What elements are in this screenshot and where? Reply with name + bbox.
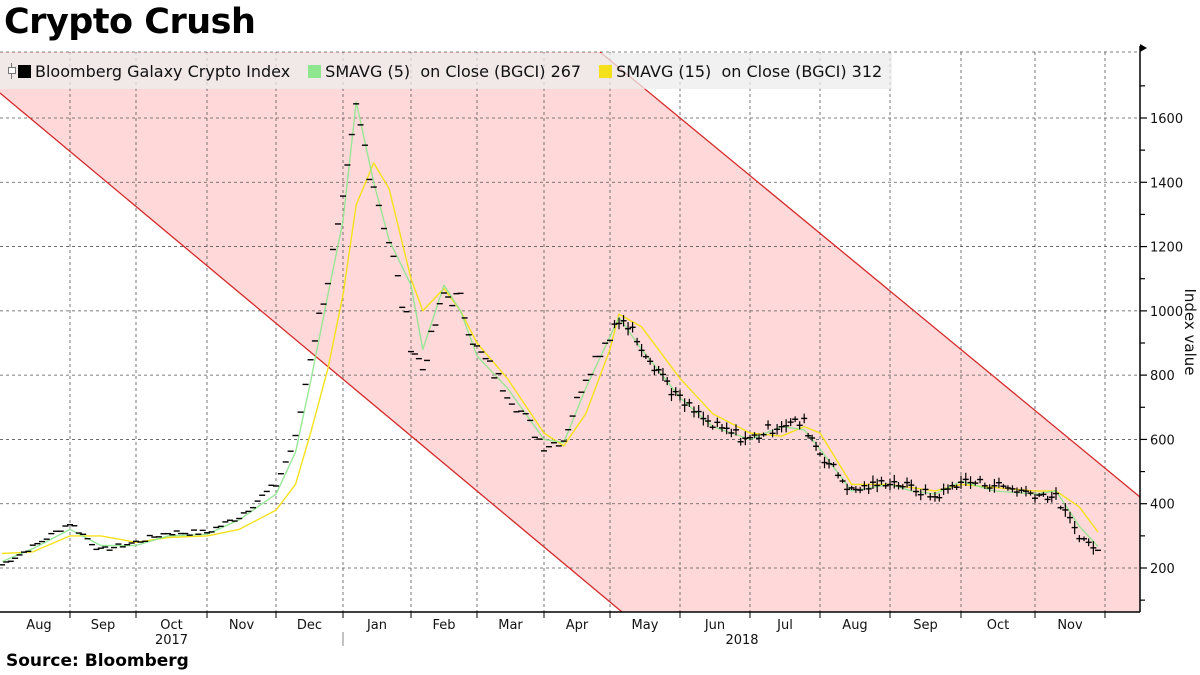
chart-title: Crypto Crush: [4, 2, 256, 42]
x-month-label: Feb: [432, 618, 455, 633]
legend-item-sma15: SMAVG (15) on Close (BGCI) 312: [599, 62, 882, 81]
x-month-label: Jan: [366, 618, 387, 633]
x-month-label: Sep: [913, 618, 938, 633]
y-tick-label: 200: [1150, 562, 1175, 577]
x-month-label: Oct: [987, 618, 1009, 633]
x-year-label: 2017: [155, 633, 188, 648]
legend-label-sma5: SMAVG (5) on Close (BGCI) 267: [325, 61, 582, 81]
x-month-label: Nov: [229, 618, 255, 633]
legend-label-price: Bloomberg Galaxy Crypto Index: [35, 61, 291, 81]
legend-swatch-price: [18, 64, 31, 78]
legend-item-price: Bloomberg Galaxy Crypto Index: [8, 62, 290, 81]
y-tick-label: 600: [1150, 433, 1175, 448]
x-month-label: Oct: [160, 618, 182, 633]
channel-lower-line: [0, 92, 623, 613]
y-tick-label: 400: [1150, 498, 1175, 513]
y-tick-label: 800: [1150, 369, 1175, 384]
legend-item-sma5: SMAVG (5) on Close (BGCI) 267: [308, 62, 581, 81]
x-month-label: Nov: [1057, 618, 1083, 633]
y-tick-label: 1400: [1150, 176, 1183, 191]
x-month-label: Sep: [91, 618, 116, 633]
y-tick-label: 1200: [1150, 241, 1183, 256]
y-axis-arrow-icon: [1140, 44, 1147, 52]
x-month-label: Jul: [776, 618, 793, 633]
x-month-label: Mar: [498, 618, 523, 633]
ohlc-bar-icon: [8, 63, 16, 79]
y-axis-title: Index value: [1181, 288, 1199, 375]
y-tick-label: 1000: [1150, 305, 1183, 320]
channel-upper-line: [599, 51, 1141, 498]
x-month-label: Aug: [26, 618, 51, 633]
x-year-label: 2018: [725, 633, 758, 648]
x-month-label: Dec: [297, 618, 322, 633]
x-month-label: Jun: [704, 618, 725, 633]
x-month-label: Aug: [842, 618, 867, 633]
chart-legend: Bloomberg Galaxy Crypto Index SMAVG (5) …: [0, 53, 893, 89]
legend-swatch-sma15: [599, 64, 613, 78]
sma15-line: [1, 162, 1099, 555]
source-note: Source: Bloomberg: [6, 651, 189, 671]
trend-channel-fill: [0, 52, 1140, 612]
x-month-label: Apr: [566, 618, 589, 633]
legend-label-sma15: SMAVG (15) on Close (BGCI) 312: [616, 61, 883, 81]
legend-swatch-sma5: [308, 64, 322, 78]
x-month-label: May: [632, 618, 659, 633]
y-tick-label: 1600: [1150, 112, 1183, 127]
